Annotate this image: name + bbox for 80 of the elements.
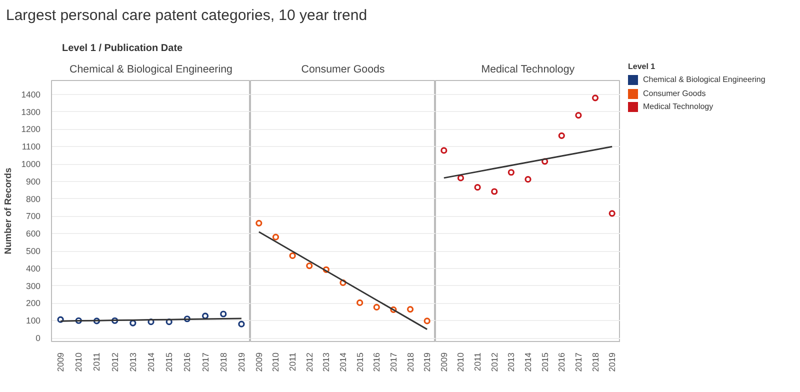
y-tick-label: 100 [26,316,41,326]
x-tick-label: 2011 [92,352,102,372]
point [306,262,313,270]
point [424,318,430,324]
point [202,312,209,320]
y-tick-label: 800 [26,194,41,204]
x-tick-label: 2018 [218,352,228,372]
x-tick-label: 2013 [321,352,332,372]
y-tick-label: 400 [26,263,41,274]
point [440,147,448,154]
x-tick-label: 2017 [200,352,210,372]
x-tick-label: 2010 [456,352,466,372]
y-tick-label: 1100 [22,142,41,152]
text: Level 1 / Publication Date [62,42,183,56]
y-tick-label: 700 [26,211,41,222]
point [508,169,514,176]
x-tick-label: 2019 [607,352,618,372]
point [130,320,136,326]
point [592,94,599,102]
point [524,176,532,183]
chart-subtitle: Chemical & Biological Engineering [70,64,233,76]
point [289,252,296,260]
x-tick-label: 2016 [182,352,192,372]
point [256,220,262,226]
x-tick-label: 2018 [405,352,416,372]
point [373,304,380,311]
x-tick-label: 2014 [146,352,156,372]
x-tick-label: 2012 [489,352,500,372]
x-tick-label: 2015 [164,352,174,372]
x-tick-label: 2012 [110,352,120,372]
legend-label: Medical Technology [643,101,714,113]
chart-subtitle: Medical Technology [481,64,576,76]
x-tick-label: 2013 [506,352,516,372]
y-tick-label: 0 [36,333,41,344]
y-tick-label: 600 [26,228,41,239]
x-tick-label: 2016 [372,352,382,372]
x-tick-label: 2009 [254,352,264,372]
point [558,132,565,139]
x-tick-label: 2016 [556,352,567,372]
y-tick-label: 1200 [21,124,41,134]
point [356,299,364,306]
y-tick-label: 1400 [21,89,41,100]
x-tick-label: 2014 [523,352,533,372]
x-tick-label: 2012 [304,352,314,372]
x-tick-label: 2010 [270,352,281,372]
point [575,112,582,119]
x-tick-label: 2019 [236,352,246,372]
x-tick-label: 2013 [128,352,138,372]
y-axis-title: Number of Records [3,168,14,254]
point [491,188,498,195]
y-tick-label: 200 [26,298,41,308]
x-tick-label: 2015 [540,352,550,372]
legend-label: Consumer Goods [643,88,706,100]
point [406,306,414,313]
legend-title: Level 1 [628,61,656,72]
x-tick-label: 2009 [438,352,449,372]
point [272,234,280,240]
x-tick-label: 2010 [74,352,84,372]
point [457,174,464,182]
y-tick-label: 1300 [21,106,41,117]
point [608,210,616,217]
x-tick-label: 2014 [338,352,348,372]
x-tick-label: 2017 [388,352,398,372]
x-tick-label: 2011 [472,352,483,372]
x-tick-label: 2017 [573,352,584,372]
point [474,184,481,191]
chart-subtitle: Consumer Goods [301,64,385,76]
y-tick-label: 300 [26,280,41,291]
point [238,320,245,328]
x-tick-label: 2015 [354,352,365,372]
point [220,310,227,318]
y-tick-label: 1000 [21,159,41,170]
x-tick-label: 2011 [288,352,298,372]
y-tick-label: 900 [26,176,41,186]
chart-title: Largest personal care patent categories, 10 year trend [6,6,368,26]
y-tick-label: 500 [26,246,41,256]
x-tick-label: 2009 [56,352,66,372]
x-tick-label: 2019 [422,352,432,372]
legend-label: Chemical & Biological Engineering [643,74,766,86]
x-tick-label: 2018 [590,352,600,372]
